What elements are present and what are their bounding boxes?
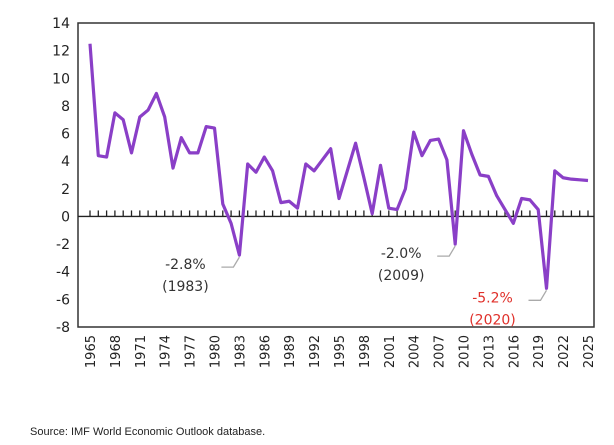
x-tick-label: 2022 [557,335,572,368]
annotation-year: (2009) [378,268,425,284]
y-tick-label: 14 [52,16,70,32]
y-tick-label: -6 [56,292,70,308]
y-tick-label: 12 [52,44,70,60]
x-tick-label: 2025 [582,335,597,368]
x-tick-label: 1983 [233,335,248,368]
x-tick-label: 2004 [408,335,423,368]
annotation-value: -5.2% [472,290,513,306]
x-tick-label: 1995 [333,335,348,368]
x-tick-label: 2013 [482,335,497,368]
x-tick-label: 2016 [507,335,522,368]
annotation-value: -2.8% [165,257,206,273]
y-tick-label: -8 [56,320,70,336]
growth-line [88,43,589,290]
annotation-year: (1983) [162,279,209,295]
x-tick-label: 1971 [134,335,149,368]
y-tick-label: 2 [61,182,70,198]
x-tick-label: 2007 [433,335,448,368]
x-tick-label: 1992 [308,335,323,368]
source-note: Source: IMF World Economic Outlook datab… [30,426,266,438]
y-tick-label: 8 [61,99,70,115]
x-tick-label: 1989 [283,335,298,368]
annotation-year: (2020) [469,312,516,328]
y-tick-label: 0 [61,209,70,225]
y-tick-label: -2 [56,237,70,253]
annotation-leader [221,256,240,268]
annotation-leader [437,245,456,257]
annotation-leader [528,289,548,301]
x-tick-label: 1986 [258,335,273,368]
y-tick-label: 10 [52,71,70,87]
x-tick-label: 1980 [209,335,224,368]
x-tick-label: 1974 [159,335,174,368]
x-tick-label: 1977 [184,335,199,368]
x-tick-label: 1968 [109,335,124,368]
x-tick-label: 1965 [84,335,99,368]
y-tick-label: 4 [61,154,70,170]
x-tick-label: 2019 [532,335,547,368]
plot-frame [77,22,595,328]
annotation-value: -2.0% [381,246,422,262]
x-tick-label: 2010 [458,335,473,368]
y-tick-label: 6 [61,127,70,143]
x-tick-label: 1998 [358,335,373,368]
y-tick-label: -4 [56,265,70,281]
x-tick-label: 2001 [383,335,398,368]
